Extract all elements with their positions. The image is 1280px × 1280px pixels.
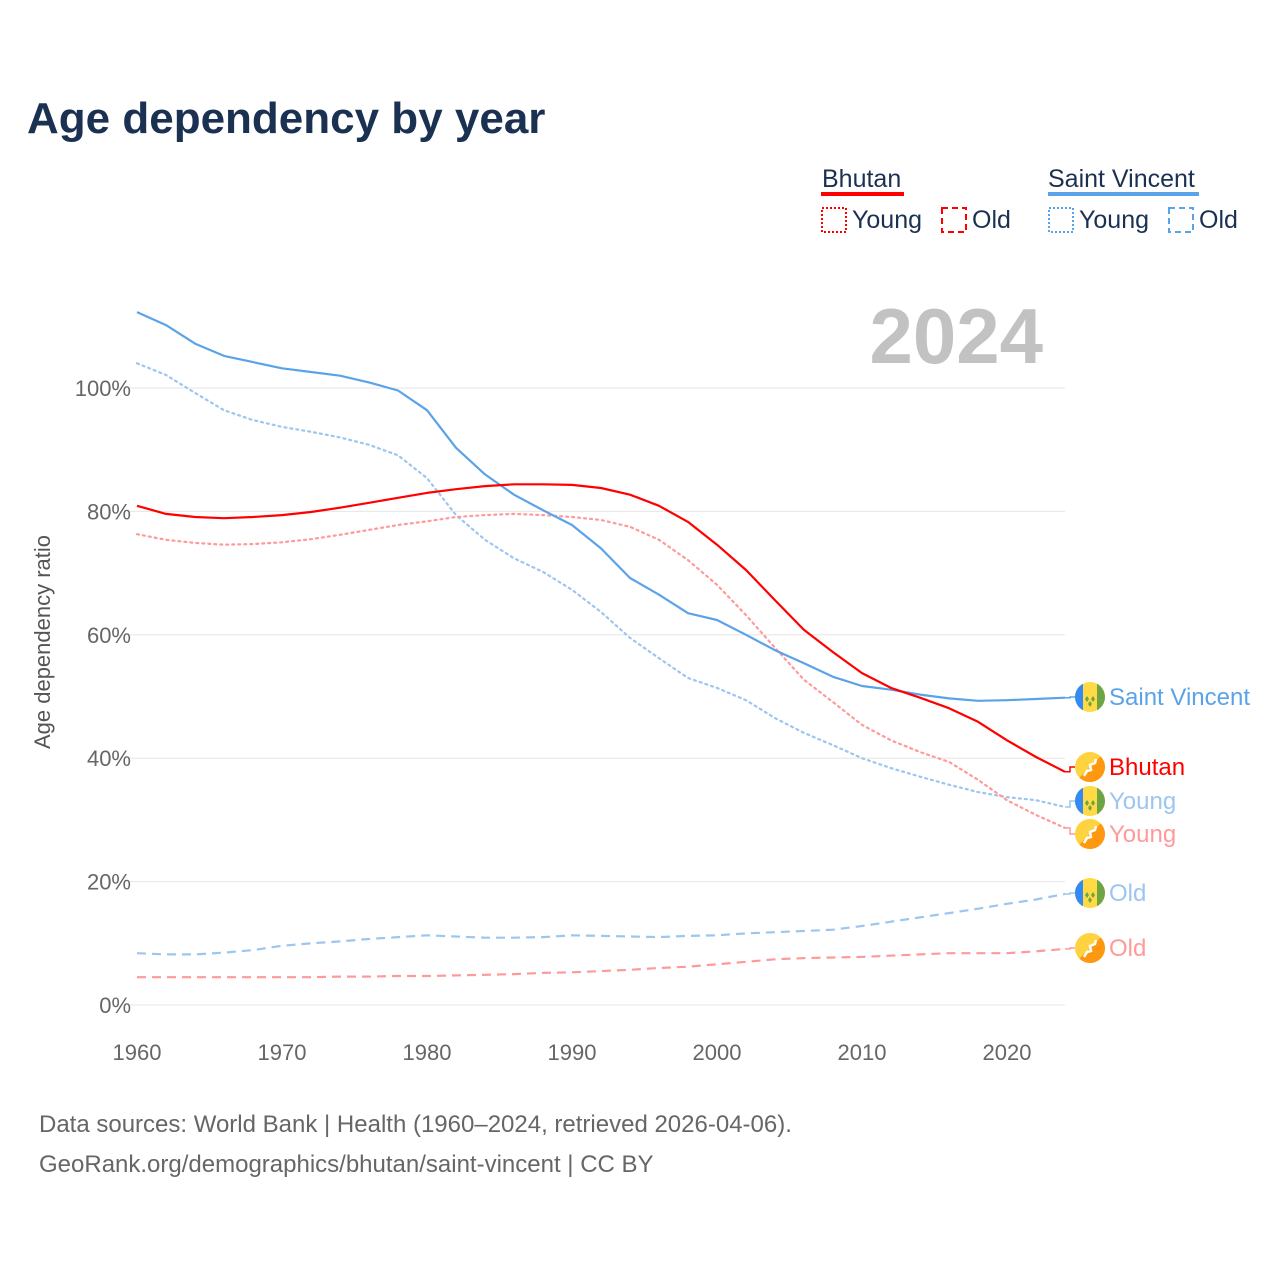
series-line-bhutan-young[interactable]	[135, 512, 1067, 829]
footer-link[interactable]: GeoRank.org/demographics/bhutan/saint-vi…	[39, 1151, 654, 1178]
end-label-saint-vincent[interactable]: Saint Vincent	[1065, 682, 1250, 712]
end-label-saint-vincent-old[interactable]: Old	[1065, 878, 1146, 908]
series-line-bhutan-old[interactable]	[137, 947, 1066, 979]
legend-dotted-swatch-bhutan	[821, 207, 847, 233]
legend-old-saint-vincent[interactable]: Old	[1199, 206, 1238, 234]
end-label-bhutan-old[interactable]: Old	[1065, 933, 1146, 963]
y-tick-label: 0%	[99, 993, 131, 1018]
x-tick-label: 2010	[838, 1040, 887, 1065]
y-tick-labels: 0% 20% 40% 60% 80% 100%	[75, 376, 131, 1018]
label-connector	[1065, 827, 1075, 835]
legend: Bhutan Young Old Saint Vincent Young Old	[821, 165, 1238, 234]
chart-title: Age dependency by year	[27, 94, 545, 143]
y-tick-label: 100%	[75, 376, 131, 401]
end-label-text: Saint Vincent	[1109, 684, 1250, 711]
legend-old-bhutan[interactable]: Old	[972, 206, 1011, 234]
legend-dashed-swatch-bhutan	[941, 207, 967, 233]
x-tick-label: 1960	[113, 1040, 162, 1065]
y-tick-label: 40%	[87, 746, 131, 771]
legend-swatch-bhutan	[821, 192, 904, 196]
x-tick-label: 1980	[403, 1040, 452, 1065]
legend-young-saint-vincent[interactable]: Young	[1079, 206, 1149, 234]
x-tick-label: 2020	[983, 1040, 1032, 1065]
end-label-text: Young	[1109, 821, 1176, 848]
bhutan-flag-icon	[1075, 752, 1105, 782]
label-connector	[1065, 800, 1075, 808]
x-tick-label: 1990	[548, 1040, 597, 1065]
x-tick-labels: 1960 1970 1980 1990 2000 2010 2020	[113, 1040, 1032, 1065]
y-axis-title: Age dependency ratio	[30, 535, 55, 749]
legend-dotted-swatch-saint-vincent	[1048, 207, 1074, 233]
end-label-text: Old	[1109, 880, 1146, 907]
end-label-text: Old	[1109, 935, 1146, 962]
series-lines	[135, 311, 1067, 979]
legend-heading-bhutan: Bhutan	[822, 165, 901, 193]
bhutan-flag-icon	[1075, 933, 1105, 963]
saint-vincent-flag-icon	[1075, 878, 1105, 908]
label-connector	[1065, 892, 1075, 895]
legend-dashed-swatch-saint-vincent	[1168, 207, 1194, 233]
footer-sources: Data sources: World Bank | Health (1960–…	[39, 1111, 792, 1138]
legend-swatch-saint-vincent	[1048, 192, 1199, 196]
label-connector	[1065, 947, 1075, 950]
current-year-watermark: 2024	[869, 292, 1043, 380]
saint-vincent-flag-icon	[1075, 682, 1105, 712]
end-labels: Saint Vincent Bhutan Young Young Old Old	[1065, 682, 1250, 963]
series-line-saint-vincent[interactable]	[136, 311, 1066, 702]
end-label-bhutan[interactable]: Bhutan	[1065, 752, 1185, 782]
y-tick-label: 60%	[87, 623, 131, 648]
label-connector	[1065, 766, 1075, 773]
end-label-bhutan-young[interactable]: Young	[1065, 819, 1176, 849]
y-tick-label: 20%	[87, 870, 131, 895]
end-label-saint-vincent-young[interactable]: Young	[1065, 786, 1176, 816]
legend-heading-saint-vincent: Saint Vincent	[1048, 165, 1195, 193]
series-line-saint-vincent-young[interactable]	[135, 362, 1067, 808]
x-tick-label: 2000	[693, 1040, 742, 1065]
gridlines	[130, 387, 1065, 1006]
legend-group-bhutan[interactable]: Bhutan Young Old	[821, 165, 1011, 234]
x-tick-label: 1970	[258, 1040, 307, 1065]
saint-vincent-flag-icon	[1075, 786, 1105, 816]
bhutan-flag-icon	[1075, 819, 1105, 849]
y-tick-label: 80%	[87, 499, 131, 524]
legend-young-bhutan[interactable]: Young	[852, 206, 922, 234]
end-label-text: Bhutan	[1109, 754, 1185, 781]
end-label-text: Young	[1109, 788, 1176, 815]
legend-group-saint-vincent[interactable]: Saint Vincent Young Old	[1048, 165, 1238, 234]
series-line-bhutan[interactable]	[136, 483, 1066, 773]
label-connector	[1065, 696, 1075, 699]
series-line-saint-vincent-old[interactable]	[136, 892, 1066, 956]
